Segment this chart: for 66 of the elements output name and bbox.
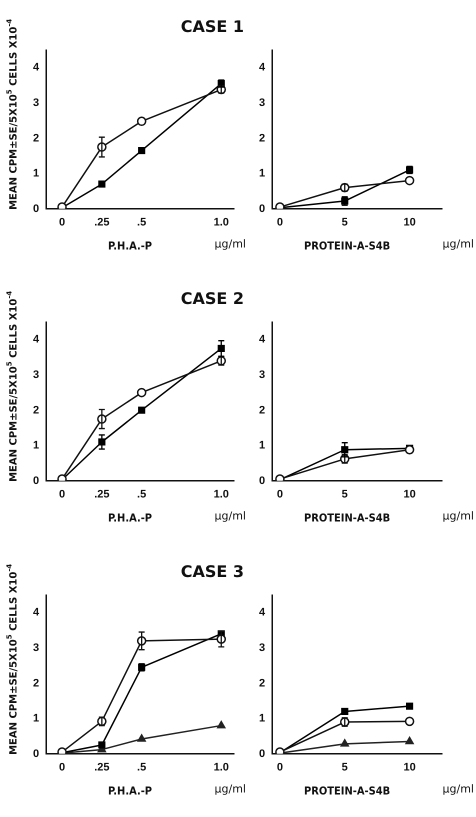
x-tick-label: 10	[403, 488, 416, 500]
x-tick-label: .5	[137, 761, 146, 774]
y-tick-label: 3	[258, 642, 266, 654]
x-tick-label: 0	[276, 761, 283, 774]
y-tick-label: 1	[32, 712, 40, 725]
text: μg/ml	[442, 782, 474, 796]
x-axis-title: PROTEIN-A-S4B	[304, 240, 390, 253]
chart-title: CASE 3	[180, 562, 244, 582]
x-tick-label: 1.0	[214, 216, 229, 228]
y-tick-label: 0	[258, 474, 266, 487]
y-tick-label: 4	[32, 334, 40, 346]
y-tick-label: 0	[258, 202, 266, 215]
x-tick-label: 10	[403, 761, 416, 774]
y-tick-label: 2	[32, 677, 40, 690]
y-tick-label: 1	[32, 440, 40, 452]
y-tick-label: 3	[258, 368, 266, 381]
y-tick-label: 0	[32, 748, 40, 760]
x-axis-title: P.H.A.-P	[108, 240, 152, 253]
x-tick-label: .25	[94, 216, 110, 228]
x-tick-label: .5	[137, 216, 146, 228]
x-tick-label: .5	[137, 488, 146, 500]
y-tick-label: 3	[32, 642, 40, 654]
y-tick-label: 1	[258, 440, 266, 452]
y-tick-label: 1	[32, 168, 40, 180]
y-tick-label: 3	[32, 96, 40, 109]
x-axis-title: PROTEIN-A-S4B	[304, 512, 390, 525]
text: μg/ml	[214, 238, 246, 251]
x-tick-label: 5	[342, 216, 348, 228]
text: μg/ml	[214, 510, 246, 523]
x-tick-label: 1.0	[214, 761, 229, 774]
y-tick-label: 3	[32, 368, 40, 381]
y-tick-label: 4	[32, 62, 40, 74]
x-tick-label: 0	[58, 488, 66, 500]
x-axis-title: P.H.A.-P	[108, 784, 152, 798]
y-tick-label: 3	[258, 96, 266, 109]
x-tick-label: 1.0	[214, 488, 229, 500]
y-tick-label: 0	[258, 748, 266, 760]
y-tick-label: 4	[258, 334, 266, 346]
x-axis-title: P.H.A.-P	[108, 512, 152, 525]
text: μg/ml	[442, 238, 474, 251]
chart-title: CASE 1	[180, 17, 244, 36]
x-tick-label: 5	[342, 488, 348, 500]
x-axis-title: PROTEIN-A-S4B	[304, 784, 390, 798]
y-tick-label: 2	[258, 404, 266, 416]
x-tick-label: 0	[276, 488, 283, 500]
x-tick-label: 0	[276, 216, 283, 228]
text: μg/ml	[214, 782, 246, 796]
y-tick-label: 2	[32, 404, 40, 416]
x-tick-label: 0	[58, 761, 66, 774]
y-tick-label: 1	[258, 712, 266, 725]
y-tick-label: 2	[32, 132, 40, 144]
x-tick-label: 10	[403, 216, 416, 228]
y-tick-label: 4	[32, 606, 40, 619]
y-tick-label: 4	[258, 606, 266, 619]
y-tick-label: 2	[258, 677, 266, 690]
x-tick-label: .25	[94, 488, 110, 500]
x-tick-label: .25	[94, 761, 110, 774]
x-tick-label: 0	[58, 216, 66, 228]
y-tick-label: 2	[258, 132, 266, 144]
x-tick-label: 5	[342, 761, 348, 774]
chart-title: CASE 2	[180, 289, 244, 308]
y-tick-label: 4	[258, 62, 266, 74]
y-tick-label: 1	[258, 168, 266, 180]
text: μg/ml	[442, 510, 474, 523]
y-tick-label: 0	[32, 202, 40, 215]
y-tick-label: 0	[32, 474, 40, 487]
